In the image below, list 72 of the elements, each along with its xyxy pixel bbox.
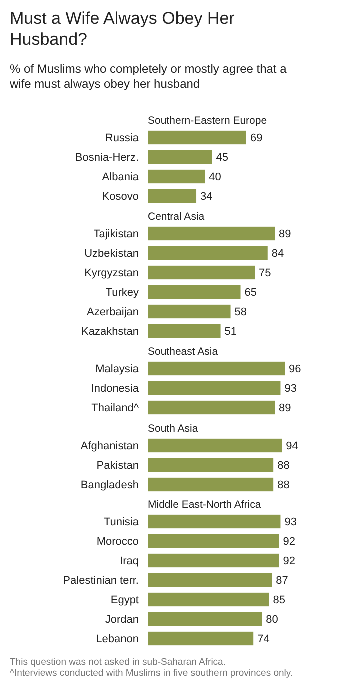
- bar: [148, 592, 270, 607]
- category-label: Palestinian terr.: [63, 574, 139, 587]
- category-label: Uzbekistan: [84, 248, 139, 260]
- data-label: 80: [266, 614, 278, 626]
- category-label: Albania: [102, 171, 139, 184]
- category-label: Tajikistan: [94, 228, 139, 240]
- bar: [148, 266, 256, 280]
- text: Must a Wife Always Obey Her Husband?: [10, 8, 236, 50]
- category-label: Egypt: [110, 594, 139, 606]
- bar: [148, 514, 281, 529]
- category-label: Iraq: [120, 555, 139, 568]
- category-label: Jordan: [105, 614, 139, 626]
- category-label: Tunisia: [104, 516, 139, 528]
- bar: [148, 246, 268, 260]
- data-label: 74: [258, 634, 270, 646]
- category-label: Azerbaijan: [87, 306, 139, 318]
- category-label: Kyrgyzstan: [84, 267, 139, 280]
- category-label: Kazakhstan: [82, 326, 139, 338]
- bar: [148, 226, 276, 241]
- bar: [148, 304, 231, 319]
- bar: [148, 632, 254, 646]
- bar: [148, 130, 246, 145]
- data-label: 34: [200, 191, 213, 204]
- chart-title: Middle East-North Africa: [148, 499, 262, 511]
- bar: [148, 150, 212, 164]
- data-label: 88: [278, 479, 290, 492]
- category-label: Russia: [105, 132, 139, 144]
- bar: [148, 573, 272, 588]
- data-label: 69: [250, 132, 263, 145]
- data-label: 92: [283, 536, 296, 548]
- category-label: Malaysia: [96, 363, 139, 376]
- data-label: 45: [216, 152, 228, 164]
- data-label: 40: [209, 172, 222, 184]
- text: ^Interviews conducted with Muslims in five southern provinces only.: [10, 668, 294, 678]
- bar: [148, 554, 280, 568]
- data-label: 96: [289, 364, 302, 376]
- category-label: Lebanon: [96, 633, 139, 646]
- data-label: 75: [259, 268, 272, 280]
- data-label: 88: [278, 460, 290, 472]
- data-label: 92: [283, 556, 296, 568]
- text: This question was not asked in sub-Saharan Africa.: [10, 656, 227, 668]
- data-label: 51: [224, 326, 238, 338]
- category-label: Kosovo: [102, 190, 139, 203]
- bar: [148, 612, 262, 626]
- data-label: 89: [279, 402, 292, 415]
- category-label: Morocco: [96, 536, 139, 548]
- bar: [148, 170, 206, 184]
- bar: [148, 285, 241, 300]
- category-label: Pakistan: [96, 459, 139, 472]
- data-label: 87: [276, 575, 288, 588]
- data-label: 65: [244, 287, 258, 300]
- category-label: Indonesia: [91, 382, 139, 395]
- chart-title: Southern-Eastern Europe: [148, 115, 268, 127]
- data-label: 94: [286, 440, 298, 452]
- data-label: 85: [273, 594, 286, 607]
- chart-title: Southeast Asia: [148, 346, 218, 358]
- data-label: 89: [279, 228, 292, 241]
- data-label: 93: [284, 516, 297, 529]
- chart-title: South Asia: [148, 422, 198, 434]
- data-label: 93: [284, 383, 297, 396]
- data-label: 58: [234, 306, 248, 319]
- category-label: Thailand^: [92, 402, 139, 414]
- data-label: 84: [272, 248, 284, 260]
- bar: [148, 324, 221, 338]
- bar: [148, 534, 280, 548]
- chart-title: Central Asia: [148, 211, 205, 223]
- category-label: Afghanistan: [80, 440, 139, 452]
- category-label: Turkey: [106, 286, 139, 299]
- category-label: Bosnia-Herz.: [75, 152, 139, 164]
- bar: [148, 189, 197, 204]
- category-label: Bangladesh: [80, 478, 139, 491]
- text: % of Muslims who completely or mostly agree that a wife must always obey her husband: [10, 62, 288, 92]
